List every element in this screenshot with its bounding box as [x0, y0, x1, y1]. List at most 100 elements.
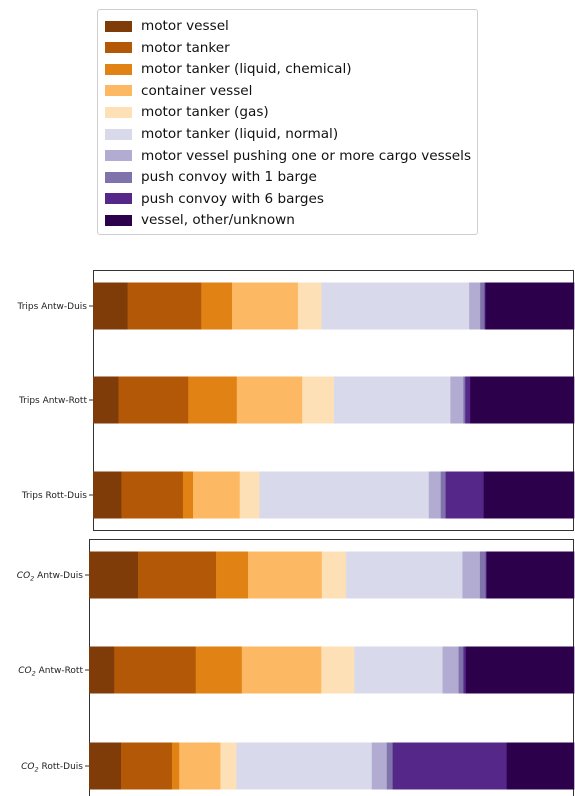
chart-legend: motor vessel motor tanker motor tanker (li… — [97, 9, 478, 235]
legend-label: vessel, other/unknown — [141, 212, 295, 229]
bar-segment — [137, 551, 217, 599]
legend-swatch — [105, 85, 132, 97]
bar-segment — [321, 282, 470, 330]
chart-panel: Trips Antw-Duis Trips Antw-Rott Trips Rott… — [17, 270, 575, 531]
bar-segment — [392, 742, 507, 790]
legend-label: motor vessel — [141, 18, 229, 34]
bar-segment — [321, 646, 355, 694]
y-tick-label: CO2 Antw-Rott — [18, 666, 83, 678]
bar-segment — [259, 471, 430, 519]
bar-segment — [333, 376, 451, 424]
bar-segment — [236, 376, 303, 424]
legend-label: container vessel — [141, 82, 253, 99]
bar-segment — [302, 376, 335, 424]
bar-segment — [118, 376, 189, 424]
bar-segment — [193, 471, 241, 519]
legend-label: motor tanker (gas) — [141, 104, 269, 121]
tick-label-part: Antw-Rott — [36, 666, 84, 676]
tick-label-part: 2 — [35, 766, 39, 774]
bar-segment — [458, 646, 464, 694]
bar-segment — [428, 471, 442, 519]
bar-segment — [506, 742, 575, 790]
bar-segment — [321, 551, 347, 599]
bar-segment — [463, 646, 467, 694]
tick-label-part: 2 — [30, 575, 34, 583]
legend-swatch — [105, 171, 132, 183]
bar-segment — [89, 646, 115, 694]
bar-segment — [386, 742, 393, 790]
bar-segment — [470, 376, 575, 424]
bar-segment — [188, 376, 238, 424]
legend-label: motor vessel pushing one or more cargo v… — [141, 147, 472, 164]
bar-segment — [201, 282, 233, 330]
bar-segment — [220, 742, 237, 790]
bar-segment — [121, 471, 184, 519]
legend-item: motor tanker — [105, 37, 230, 59]
bar-segment — [469, 282, 481, 330]
bar-segment — [485, 551, 487, 599]
tick-label-part: Antw-Duis — [34, 571, 83, 581]
bar-segment — [241, 646, 322, 694]
y-tick-label: Trips Antw-Duis — [17, 302, 88, 312]
bar-segment — [121, 742, 173, 790]
legend-item: motor tanker (gas) — [105, 101, 269, 123]
legend-swatch — [105, 42, 132, 54]
tick-label-part: Rott-Duis — [39, 762, 84, 772]
bar-segment — [171, 742, 180, 790]
y-tick-label: Trips Rott-Duis — [21, 491, 87, 501]
legend-swatch — [105, 63, 132, 75]
bar-segment — [483, 471, 575, 519]
legend-item: push convoy with 6 barges — [105, 188, 324, 210]
legend-item: motor vessel pushing one or more cargo v… — [105, 145, 471, 167]
legend-item: container vessel — [105, 80, 252, 102]
bar-segment — [236, 742, 373, 790]
bar-segment — [485, 282, 575, 330]
legend-swatch — [105, 150, 132, 162]
bar-segment — [127, 282, 202, 330]
bar-segment — [445, 471, 484, 519]
bar-segment — [440, 471, 446, 519]
bar-segment — [93, 471, 122, 519]
legend-label: motor tanker — [141, 39, 230, 56]
legend-item: push convoy with 1 barge — [105, 166, 317, 188]
bar-segment — [465, 646, 575, 694]
bar-segment — [354, 646, 443, 694]
bar-segment — [195, 646, 243, 694]
legend-label: push convoy with 6 barges — [141, 190, 324, 207]
legend-item: motor tanker (liquid, chemical) — [105, 58, 352, 80]
bar-segment — [179, 742, 221, 790]
tick-label-part: 2 — [32, 670, 36, 678]
bar-segment — [479, 551, 487, 599]
bar-segment — [465, 376, 471, 424]
legend-swatch — [105, 214, 132, 226]
bar-segment — [248, 551, 323, 599]
y-tick-label: CO2 Antw-Duis — [17, 571, 84, 583]
legend-swatch — [105, 193, 132, 205]
bar-segment — [486, 551, 575, 599]
legend-item: motor tanker (liquid, normal) — [105, 123, 338, 145]
tick-label-part: CO — [18, 666, 31, 676]
legend-item: motor vessel — [105, 15, 229, 37]
bar-segment — [346, 551, 463, 599]
bar-segment — [484, 282, 486, 330]
bar-segment — [239, 471, 260, 519]
tick-label-part: CO — [17, 571, 30, 581]
legend-label: push convoy with 1 barge — [141, 169, 317, 186]
bar-segment — [450, 376, 464, 424]
legend-swatch — [105, 128, 132, 140]
legend-item: vessel, other/unknown — [105, 209, 295, 231]
bar-segment — [89, 551, 139, 599]
tick-label-part: CO — [21, 762, 34, 772]
legend-label: motor tanker (liquid, chemical) — [141, 61, 352, 78]
bar-segment — [232, 282, 299, 330]
legend-label: motor tanker (liquid, normal) — [141, 126, 339, 142]
bar-segment — [93, 376, 119, 424]
legend-swatch — [105, 20, 132, 32]
y-tick-label: Trips Antw-Rott — [18, 396, 88, 406]
bar-segment — [182, 471, 194, 519]
bar-segment — [462, 551, 481, 599]
y-tick-label: CO2 Rott-Duis — [21, 762, 83, 774]
bar-segment — [93, 282, 128, 330]
